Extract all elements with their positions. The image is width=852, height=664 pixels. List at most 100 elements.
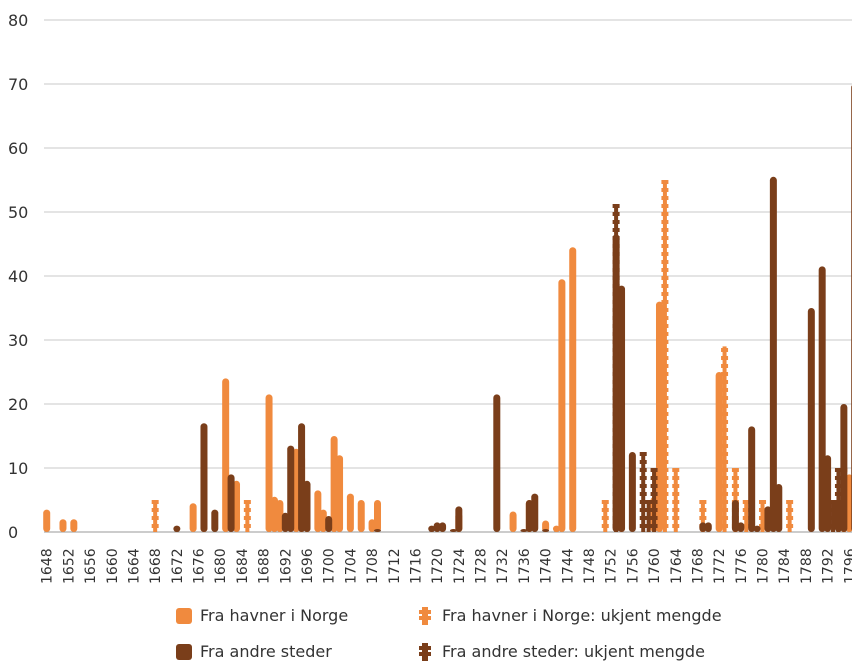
bar-unknown: [639, 452, 647, 532]
bar-unknown-notch: [834, 476, 842, 480]
bar: [531, 493, 539, 532]
bar-unknown-notch: [721, 380, 729, 384]
bar-unknown-notch: [829, 500, 837, 504]
bar: [449, 529, 457, 532]
x-tick-label: 1712: [387, 548, 403, 584]
bar: [455, 506, 463, 532]
bar-unknown-notch: [661, 244, 669, 248]
bar-unknown-notch: [721, 356, 729, 360]
bar-unknown-notch: [786, 524, 794, 528]
bar-unknown-notch: [661, 412, 669, 416]
bar-unknown-notch: [661, 332, 669, 336]
x-tick-label: 1748: [582, 548, 598, 584]
bar-unknown-notch: [661, 396, 669, 400]
bar-unknown-notch: [661, 492, 669, 496]
bar: [699, 522, 707, 532]
bar-unknown-notch: [612, 500, 620, 504]
bar-unknown-notch: [661, 292, 669, 296]
bar-unknown-notch: [661, 276, 669, 280]
bar-unknown-notch: [612, 260, 620, 264]
bar-unknown: [721, 346, 729, 532]
bar-unknown-notch: [661, 468, 669, 472]
bar-unknown-notch: [672, 508, 680, 512]
bar-unknown: [645, 500, 653, 532]
bar-unknown-notch: [721, 492, 729, 496]
bars: [43, 85, 852, 533]
bar: [428, 525, 436, 532]
legend-label-other: Fra andre steder: [200, 642, 332, 661]
x-tick-label: 1752: [604, 548, 620, 584]
bar-unknown-notch: [650, 516, 658, 520]
bar: [222, 378, 230, 532]
bar-unknown-notch: [612, 468, 620, 472]
bar-unknown-notch: [612, 524, 620, 528]
bar-unknown-notch: [612, 380, 620, 384]
bar: [807, 308, 815, 532]
bar: [325, 516, 333, 532]
legend-swatch-norway-unknown: [419, 606, 431, 625]
bar-unknown-notch: [661, 444, 669, 448]
bar-unknown-notch: [834, 500, 842, 504]
y-tick-label: 70: [8, 75, 28, 94]
bar-unknown-notch: [786, 500, 794, 504]
bar-unknown-notch: [612, 404, 620, 408]
bar: [70, 519, 78, 532]
bar: [764, 506, 772, 532]
bar-unknown-notch: [661, 524, 669, 528]
bar-unknown-notch: [612, 428, 620, 432]
bar-unknown: [650, 468, 658, 532]
bar-unknown-notch: [759, 500, 767, 504]
bar-unknown-notch: [699, 500, 707, 504]
bar-unknown-notch: [639, 484, 647, 488]
bar: [227, 474, 235, 532]
bar-unknown-notch: [612, 340, 620, 344]
bar-unknown-notch: [721, 444, 729, 448]
legend-swatch-other: [176, 643, 192, 660]
bar-unknown-notch: [699, 508, 707, 512]
bar: [357, 500, 365, 532]
bar: [737, 522, 745, 532]
bar-unknown-notch: [645, 516, 653, 520]
x-tick-label: 1680: [213, 548, 229, 584]
bar: [346, 493, 354, 532]
bar-unknown-notch: [672, 468, 680, 472]
bar-unknown-notch: [661, 380, 669, 384]
bar: [200, 423, 208, 532]
bar-unknown-notch: [612, 268, 620, 272]
bar: [173, 525, 181, 532]
bar: [542, 529, 550, 532]
x-tick-label: 1724: [452, 548, 468, 584]
bar-unknown-notch: [661, 500, 669, 504]
x-tick-label: 1660: [105, 548, 121, 584]
bar-unknown-notch: [612, 300, 620, 304]
bar-unknown: [661, 180, 669, 532]
bar-unknown-notch: [721, 348, 729, 352]
bar-unknown-notch: [721, 460, 729, 464]
bar-unknown: [151, 500, 159, 532]
x-tick-label: 1708: [365, 548, 381, 584]
bar-unknown-notch: [721, 452, 729, 456]
legend-item-norway-unknown: Fra havner i Norge: ukjent mengde: [416, 606, 722, 625]
bar-unknown-notch: [612, 436, 620, 440]
bar-unknown-notch: [650, 500, 658, 504]
bar: [775, 484, 783, 532]
bar-unknown-notch: [661, 228, 669, 232]
bar-unknown-notch: [721, 524, 729, 528]
bar-unknown-notch: [721, 484, 729, 488]
bar-unknown-notch: [612, 204, 620, 208]
bar: [374, 500, 382, 532]
bar-unknown-notch: [151, 516, 159, 520]
bar-unknown-notch: [639, 524, 647, 528]
bar-unknown-notch: [672, 524, 680, 528]
bar-unknown-notch: [661, 372, 669, 376]
bar-unknown-notch: [661, 260, 669, 264]
bar-unknown-notch: [650, 492, 658, 496]
bar-unknown-notch: [759, 508, 767, 512]
x-tick-label: 1736: [517, 548, 533, 584]
bar-unknown-notch: [742, 516, 750, 520]
x-tick-label: 1780: [756, 548, 772, 584]
x-tick-label: 1756: [625, 548, 641, 584]
legend-item-other-unknown: Fra andre steder: ukjent mengde: [416, 642, 705, 661]
bar-unknown-notch: [612, 228, 620, 232]
bar: [715, 372, 723, 532]
